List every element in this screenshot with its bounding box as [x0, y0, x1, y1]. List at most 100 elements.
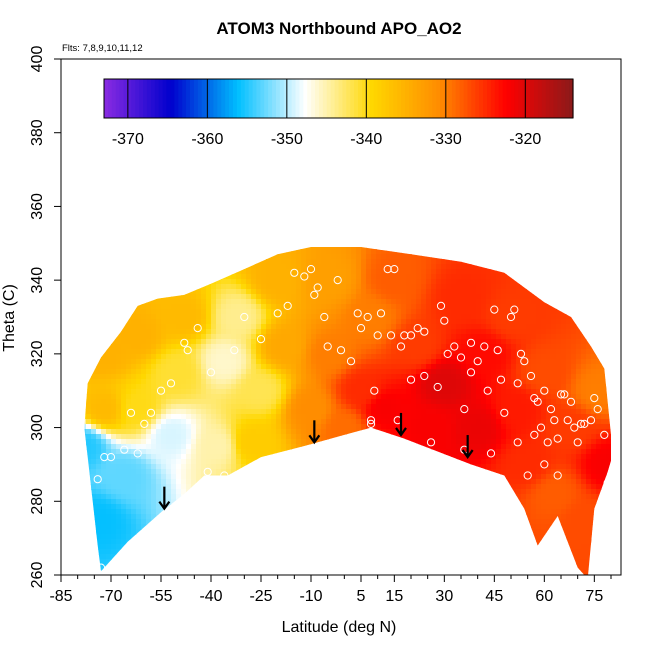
heatmap-cell	[206, 409, 212, 415]
heatmap-cell	[186, 329, 192, 335]
heatmap-cell	[171, 424, 177, 430]
heatmap-cell	[421, 409, 427, 415]
heatmap-cell	[101, 414, 107, 420]
heatmap-cell	[256, 429, 262, 435]
heatmap-cell	[361, 409, 367, 415]
heatmap-cell	[301, 404, 307, 410]
heatmap-cell	[96, 419, 102, 425]
heatmap-cell	[241, 299, 247, 305]
heatmap-cell	[216, 409, 222, 415]
heatmap-cell	[121, 369, 127, 375]
heatmap-cell	[381, 299, 387, 305]
heatmap-cell	[116, 514, 122, 520]
heatmap-cell	[361, 334, 367, 340]
heatmap-cell	[411, 309, 417, 315]
heatmap-cell	[101, 489, 107, 495]
heatmap-cell	[321, 324, 327, 330]
heatmap-cell	[276, 289, 282, 295]
heatmap-cell	[181, 354, 187, 360]
heatmap-cell	[301, 359, 307, 365]
heatmap-cell	[166, 429, 172, 435]
heatmap-cell	[136, 434, 142, 440]
heatmap-cell	[86, 379, 92, 385]
heatmap-cell	[391, 354, 397, 360]
heatmap-cell	[251, 284, 257, 290]
heatmap-cell	[296, 324, 302, 330]
heatmap-cell	[106, 544, 112, 550]
heatmap-cell	[311, 304, 317, 310]
heatmap-cell	[166, 449, 172, 455]
heatmap-cell	[366, 249, 372, 255]
heatmap-cell	[221, 324, 227, 330]
heatmap-cell	[221, 414, 227, 420]
heatmap-cell	[301, 419, 307, 425]
heatmap-cell	[201, 379, 207, 385]
heatmap-cell	[141, 499, 147, 505]
heatmap-cell	[131, 449, 137, 455]
heatmap-cell	[416, 384, 422, 390]
heatmap-cell	[371, 409, 377, 415]
heatmap-cell	[191, 424, 197, 430]
heatmap-cell	[116, 434, 122, 440]
heatmap-cell	[196, 314, 202, 320]
heatmap-cell	[336, 334, 342, 340]
heatmap-cell	[361, 404, 367, 410]
heatmap-cell	[106, 519, 112, 525]
heatmap-cell	[171, 314, 177, 320]
heatmap-cell	[276, 274, 282, 280]
heatmap-cell	[331, 329, 337, 335]
heatmap-cell	[151, 514, 157, 520]
heatmap-cell	[206, 334, 212, 340]
heatmap-cell	[341, 364, 347, 370]
heatmap-cell	[406, 254, 412, 260]
heatmap-cell	[111, 444, 117, 450]
heatmap-cell	[336, 324, 342, 330]
heatmap-cell	[151, 324, 157, 330]
heatmap-cell	[426, 349, 432, 355]
heatmap-cell	[366, 259, 372, 265]
heatmap-cell	[271, 334, 277, 340]
heatmap-cell	[216, 459, 222, 465]
heatmap-cell	[151, 434, 157, 440]
heatmap-cell	[281, 254, 287, 260]
heatmap-cell	[336, 269, 342, 275]
heatmap-cell	[136, 394, 142, 400]
heatmap-cell	[131, 454, 137, 460]
heatmap-cell	[131, 314, 137, 320]
heatmap-cell	[421, 349, 427, 355]
heatmap-cell	[146, 339, 152, 345]
heatmap-cell	[211, 459, 217, 465]
heatmap-cell	[261, 329, 267, 335]
heatmap-cell	[401, 309, 407, 315]
heatmap-cell	[111, 554, 117, 560]
heatmap-cell	[176, 374, 182, 380]
heatmap-cell	[391, 249, 397, 255]
heatmap-cell	[91, 494, 97, 500]
heatmap-cell	[281, 379, 287, 385]
heatmap-cell	[296, 359, 302, 365]
heatmap-cell	[136, 509, 142, 515]
heatmap-cell	[381, 384, 387, 390]
heatmap-cell	[146, 389, 152, 395]
heatmap-cell	[201, 424, 207, 430]
heatmap-cell	[386, 424, 392, 430]
heatmap-cell	[331, 419, 337, 425]
heatmap-cell	[151, 299, 157, 305]
heatmap-cell	[386, 389, 392, 395]
heatmap-cell	[101, 509, 107, 515]
heatmap-cell	[131, 319, 137, 325]
heatmap-cell	[271, 429, 277, 435]
heatmap-cell	[356, 399, 362, 405]
heatmap-cell	[366, 247, 372, 250]
heatmap-cell	[156, 404, 162, 410]
heatmap-cell	[386, 329, 392, 335]
heatmap-cell	[156, 429, 162, 435]
heatmap-cell	[366, 384, 372, 390]
heatmap-cell	[406, 319, 412, 325]
heatmap-cell	[251, 349, 257, 355]
heatmap-cell	[201, 444, 207, 450]
heatmap-cell	[176, 304, 182, 310]
heatmap-cell	[171, 304, 177, 310]
heatmap-cell	[386, 379, 392, 385]
heatmap-cell	[101, 549, 107, 555]
